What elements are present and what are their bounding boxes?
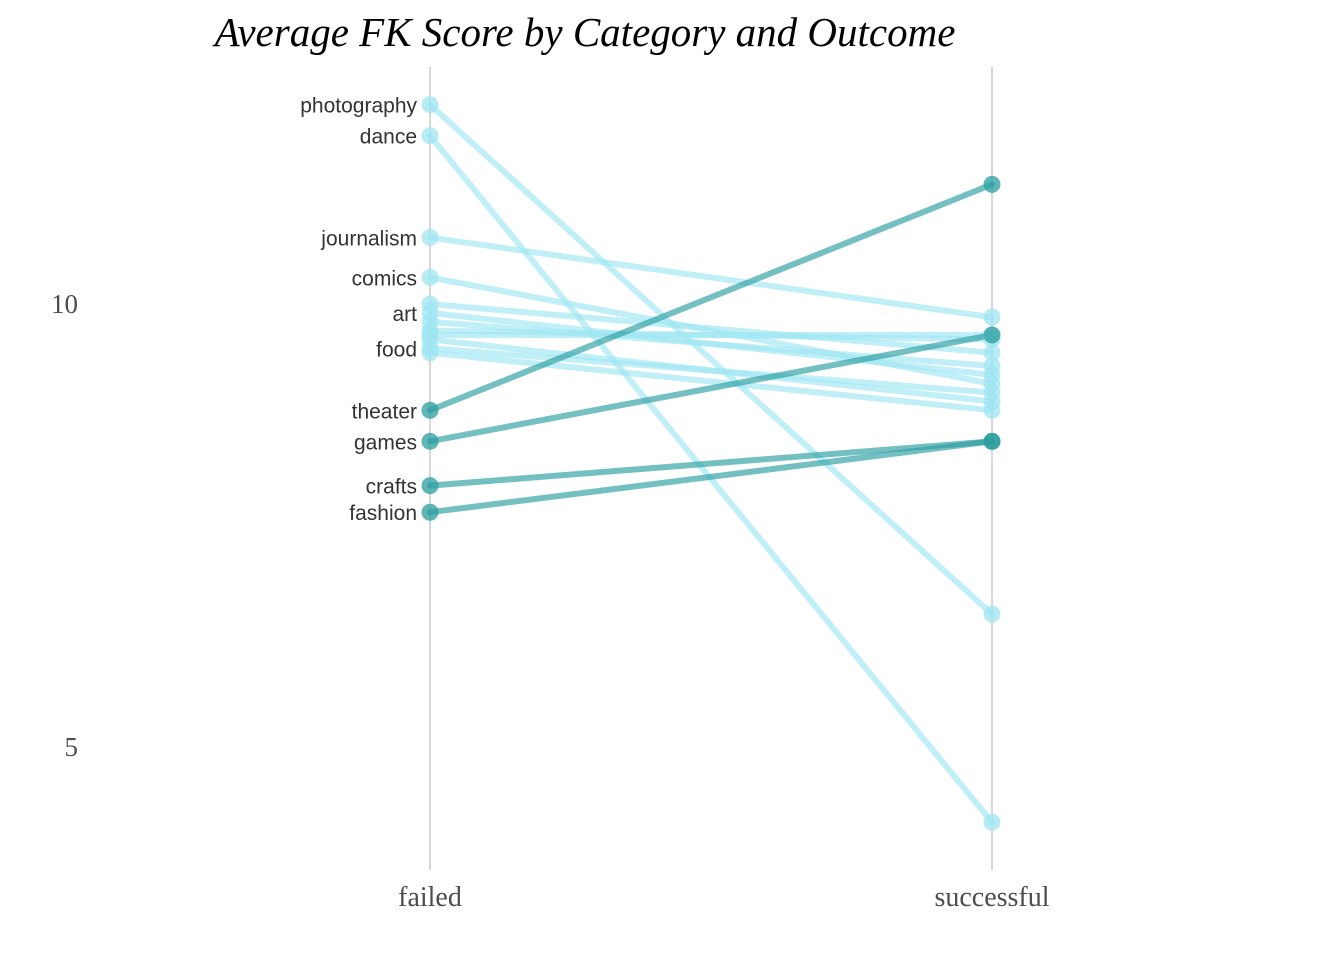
series-point xyxy=(983,432,1001,450)
category-label: fashion xyxy=(349,502,417,525)
series-points xyxy=(421,96,1001,831)
chart-title: Average FK Score by Category and Outcome xyxy=(212,9,956,55)
series-point xyxy=(421,268,439,286)
series-point xyxy=(421,330,439,348)
series-line xyxy=(427,101,995,618)
series-point xyxy=(983,175,1001,193)
category-label: dance xyxy=(360,126,417,149)
series-point xyxy=(983,308,1001,326)
y-axis: 5 10 xyxy=(51,289,78,762)
series-line xyxy=(427,181,995,414)
series-point xyxy=(983,401,1001,419)
y-tick-label: 5 xyxy=(65,732,79,762)
y-tick-label: 10 xyxy=(51,289,78,319)
series-line xyxy=(427,336,995,405)
x-axis: failed successful xyxy=(398,882,1050,913)
category-labels: photography dance journalism comics art food t… xyxy=(300,95,417,526)
series-point xyxy=(983,344,1001,362)
series-line xyxy=(427,332,995,445)
series-point xyxy=(421,96,439,114)
series-line xyxy=(427,301,995,356)
series-point xyxy=(421,503,439,521)
category-label: games xyxy=(354,431,417,454)
series-line xyxy=(427,234,995,321)
series-point xyxy=(983,813,1001,831)
series-line xyxy=(427,349,995,414)
series-lines xyxy=(427,101,995,826)
series-point xyxy=(421,295,439,313)
category-label: theater xyxy=(352,400,417,423)
category-label: crafts xyxy=(366,476,417,499)
series-point xyxy=(983,605,1001,623)
series-line xyxy=(427,438,995,489)
series-point xyxy=(983,326,1001,344)
series-point xyxy=(421,432,439,450)
x-tick-label: successful xyxy=(934,882,1049,913)
category-label: art xyxy=(392,303,417,326)
series-point xyxy=(421,229,439,247)
series-point xyxy=(421,344,439,362)
category-label: comics xyxy=(352,267,417,290)
series-point xyxy=(421,401,439,419)
x-tick-label: failed xyxy=(398,882,462,913)
series-line xyxy=(427,438,995,516)
category-label: photography xyxy=(300,95,417,118)
category-label: journalism xyxy=(320,228,417,251)
series-point xyxy=(421,477,439,495)
series-point xyxy=(983,357,1001,375)
category-label: food xyxy=(376,338,417,361)
series-point xyxy=(421,127,439,145)
